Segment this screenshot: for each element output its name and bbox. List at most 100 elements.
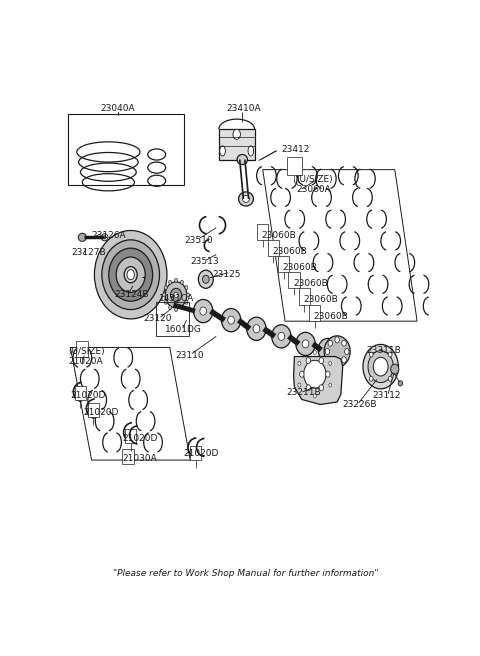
Circle shape xyxy=(313,394,316,398)
Ellipse shape xyxy=(373,358,388,376)
Ellipse shape xyxy=(228,316,234,324)
Bar xyxy=(288,272,300,289)
Circle shape xyxy=(298,383,301,387)
Text: 21020D: 21020D xyxy=(122,434,158,443)
Circle shape xyxy=(328,357,333,363)
Circle shape xyxy=(345,348,349,354)
Ellipse shape xyxy=(324,346,331,354)
Text: 23040A: 23040A xyxy=(100,104,135,113)
Ellipse shape xyxy=(324,336,350,367)
Ellipse shape xyxy=(247,317,266,340)
Polygon shape xyxy=(294,357,343,405)
Ellipse shape xyxy=(174,293,178,297)
Ellipse shape xyxy=(95,230,167,319)
Bar xyxy=(287,157,302,174)
Circle shape xyxy=(325,348,330,354)
Bar xyxy=(299,289,310,304)
Ellipse shape xyxy=(391,364,399,374)
Circle shape xyxy=(168,280,172,284)
Circle shape xyxy=(180,306,183,310)
Ellipse shape xyxy=(398,380,403,386)
Text: 23110: 23110 xyxy=(175,350,204,359)
Circle shape xyxy=(328,340,333,346)
Circle shape xyxy=(306,358,311,363)
Ellipse shape xyxy=(318,338,337,361)
Bar xyxy=(267,240,279,256)
Circle shape xyxy=(298,361,301,365)
Ellipse shape xyxy=(368,351,393,382)
Ellipse shape xyxy=(248,146,253,156)
Circle shape xyxy=(335,337,339,343)
Ellipse shape xyxy=(203,276,209,283)
Circle shape xyxy=(325,371,330,377)
Text: 23126A: 23126A xyxy=(92,231,126,240)
Text: 23311B: 23311B xyxy=(366,346,401,355)
Ellipse shape xyxy=(296,333,315,356)
Text: 23060B: 23060B xyxy=(282,263,317,272)
Ellipse shape xyxy=(102,240,159,310)
Text: (U/SIZE): (U/SIZE) xyxy=(296,175,333,184)
Bar xyxy=(125,429,136,443)
Bar xyxy=(219,129,254,159)
Text: 23226B: 23226B xyxy=(343,400,377,409)
Bar xyxy=(257,224,268,240)
Circle shape xyxy=(313,350,316,354)
Text: 1601DG: 1601DG xyxy=(165,325,202,335)
Text: 23510: 23510 xyxy=(185,236,213,245)
Text: 23513: 23513 xyxy=(190,257,219,266)
Circle shape xyxy=(342,357,346,363)
Circle shape xyxy=(127,270,134,279)
Ellipse shape xyxy=(220,146,225,156)
Circle shape xyxy=(342,340,346,346)
Text: 23412: 23412 xyxy=(281,145,310,154)
Circle shape xyxy=(175,278,178,282)
Ellipse shape xyxy=(272,325,291,348)
Text: 23060B: 23060B xyxy=(272,247,307,256)
Circle shape xyxy=(388,377,392,381)
Bar xyxy=(68,114,183,185)
Text: 21020D: 21020D xyxy=(84,407,119,417)
Circle shape xyxy=(369,377,373,381)
Circle shape xyxy=(369,352,373,357)
Ellipse shape xyxy=(124,266,137,283)
Circle shape xyxy=(185,285,188,289)
Ellipse shape xyxy=(109,248,153,301)
Circle shape xyxy=(164,285,167,289)
Ellipse shape xyxy=(304,360,326,388)
Ellipse shape xyxy=(237,155,248,165)
Circle shape xyxy=(186,293,190,297)
Text: 23410A: 23410A xyxy=(227,104,262,113)
Ellipse shape xyxy=(198,270,213,289)
Bar xyxy=(278,256,289,272)
Circle shape xyxy=(306,385,311,391)
Ellipse shape xyxy=(78,234,86,241)
Ellipse shape xyxy=(278,333,285,340)
Text: 23124B: 23124B xyxy=(114,290,148,299)
Circle shape xyxy=(329,383,332,387)
Circle shape xyxy=(319,358,324,363)
Circle shape xyxy=(335,360,339,366)
Bar xyxy=(75,386,86,400)
Circle shape xyxy=(164,300,167,304)
Ellipse shape xyxy=(233,129,240,139)
Ellipse shape xyxy=(243,195,249,203)
Text: 23060B: 23060B xyxy=(314,312,348,321)
Text: 23127B: 23127B xyxy=(71,249,106,258)
Ellipse shape xyxy=(170,289,181,302)
Text: 23060B: 23060B xyxy=(303,295,338,304)
Text: (U/SIZE): (U/SIZE) xyxy=(68,347,105,356)
Circle shape xyxy=(329,361,332,365)
Ellipse shape xyxy=(253,325,260,333)
Text: 23125: 23125 xyxy=(213,270,241,279)
Ellipse shape xyxy=(116,257,145,293)
Circle shape xyxy=(300,371,304,377)
Bar xyxy=(190,446,202,460)
Text: 21020D: 21020D xyxy=(183,449,219,458)
Circle shape xyxy=(175,308,178,312)
Circle shape xyxy=(319,385,324,391)
Text: 21030A: 21030A xyxy=(122,454,157,463)
Text: 1431CA: 1431CA xyxy=(158,294,194,303)
Text: 23060B: 23060B xyxy=(293,279,328,288)
Bar xyxy=(122,449,133,464)
Text: 23060B: 23060B xyxy=(261,231,296,240)
